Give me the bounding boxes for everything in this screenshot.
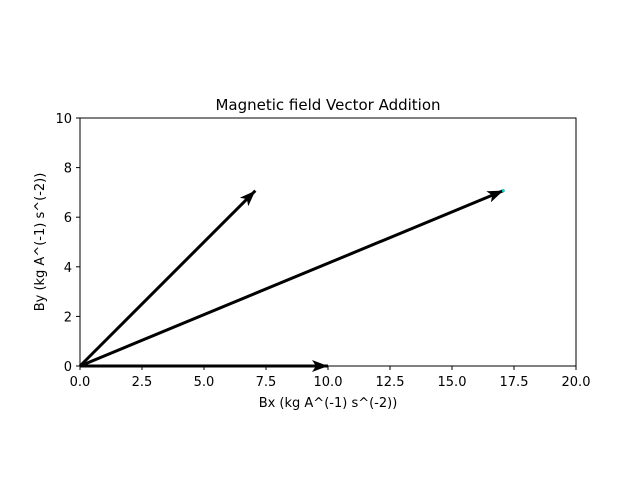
y-axis-label: By (kg A^(-1) s^(-2))	[33, 173, 48, 312]
y-tick-label: 2	[64, 310, 72, 325]
y-tick-label: 0	[64, 360, 72, 375]
x-tick-label: 5.0	[194, 375, 215, 390]
chart-title: Magnetic field Vector Addition	[215, 96, 440, 114]
plot-background	[80, 118, 576, 366]
axes-layer: 0.0 2.5 5.0 7.5 10.0 12.5 15.0 17.5 20.0 0 2 4 6 8 10	[55, 112, 590, 390]
data-point-1	[501, 189, 505, 193]
y-tick-label: 8	[64, 162, 72, 177]
x-tick-label: 15.0	[438, 375, 467, 390]
vector-arrow-2	[78, 189, 257, 368]
x-tick-label: 12.5	[376, 375, 405, 390]
y-tick-label: 10	[55, 112, 72, 127]
y-tick-label: 4	[64, 261, 72, 276]
vector-arrow-3	[79, 189, 504, 368]
y-tick-label: 6	[64, 211, 72, 226]
x-tick-label: 20.0	[562, 375, 591, 390]
x-tick-label: 0.0	[70, 375, 91, 390]
x-tick-label: 10.0	[314, 375, 343, 390]
x-tick-label: 7.5	[256, 375, 277, 390]
x-axis-label: Bx (kg A^(-1) s^(-2))	[259, 396, 398, 411]
x-tick-label: 2.5	[132, 375, 153, 390]
x-tick-label: 17.5	[500, 375, 529, 390]
plot-area	[80, 118, 576, 366]
